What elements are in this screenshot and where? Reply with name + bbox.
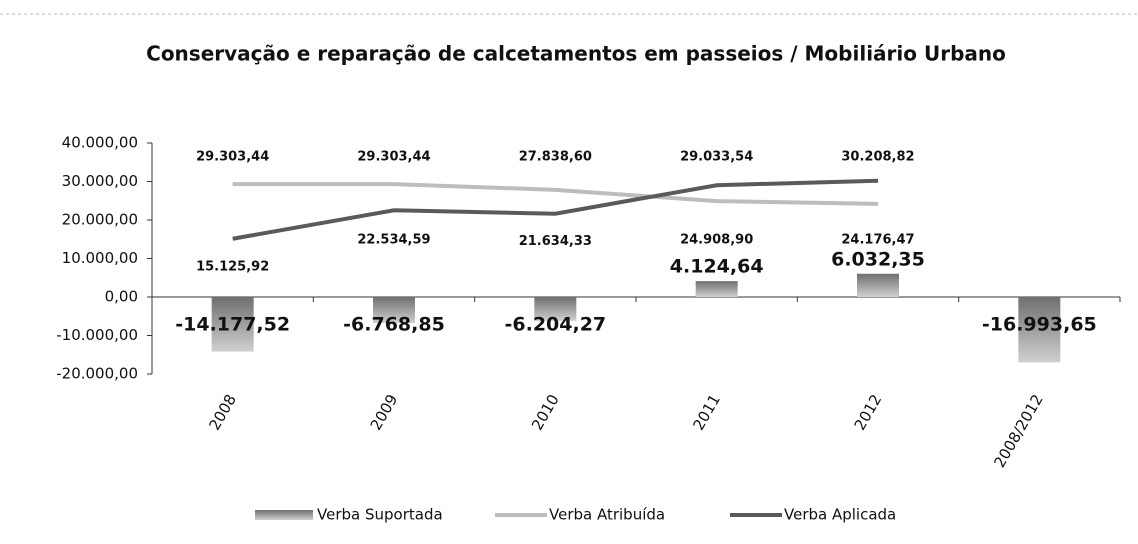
chart-title: Conservação e reparação de calcetamentos… [146,42,1006,66]
bar-value-label: -6.204,27 [505,314,607,336]
bar [534,297,577,321]
line-value-label: 15.125,92 [196,259,269,274]
y-tick-label: -20.000,00 [56,365,138,383]
bar-value-label: -6.768,85 [343,314,445,336]
line-value-label: 29.303,44 [196,150,269,165]
bar-value-label: 6.032,35 [831,248,925,270]
x-tick-label: 2008 [205,391,240,433]
legend-label: Verba Atribuída [549,506,665,524]
bar-value-label: 4.124,64 [670,256,764,278]
x-tick-label: 2009 [367,391,402,433]
bar [211,297,254,352]
line-value-label: 22.534,59 [357,233,430,248]
legend-label: Verba Aplicada [784,506,896,524]
line-value-label: 24.908,90 [680,233,753,248]
legend-label: Verba Suportada [317,506,443,524]
line-value-label: 24.176,47 [841,233,914,248]
line [232,182,879,206]
line-value-label: 30.208,82 [841,150,914,165]
y-tick-label: 20.000,00 [62,211,138,229]
bar [373,297,415,324]
x-tick-label: 2012 [851,391,886,433]
bar-value-label: -16.993,65 [982,314,1097,336]
y-tick-label: 10.000,00 [62,249,138,267]
x-tick-label: 2008/2012 [990,391,1046,470]
y-tick-label: 30.000,00 [62,172,138,190]
bar [695,281,738,297]
line-value-label: 27.838,60 [519,150,592,165]
line-value-label: 29.033,54 [680,150,753,165]
bar [857,273,899,297]
bar [1018,297,1061,363]
line-value-label: 21.634,33 [519,234,592,249]
y-tick-label: 0,00 [105,288,138,306]
legend-swatch [255,510,313,520]
line-value-label: 29.303,44 [357,150,430,165]
x-tick-label: 2011 [689,391,724,433]
x-tick-label: 2010 [528,391,563,433]
y-tick-label: 40.000,00 [62,134,138,152]
line [232,178,879,241]
y-tick-label: -10.000,00 [56,326,138,344]
bar-value-label: -14.177,52 [175,314,290,336]
